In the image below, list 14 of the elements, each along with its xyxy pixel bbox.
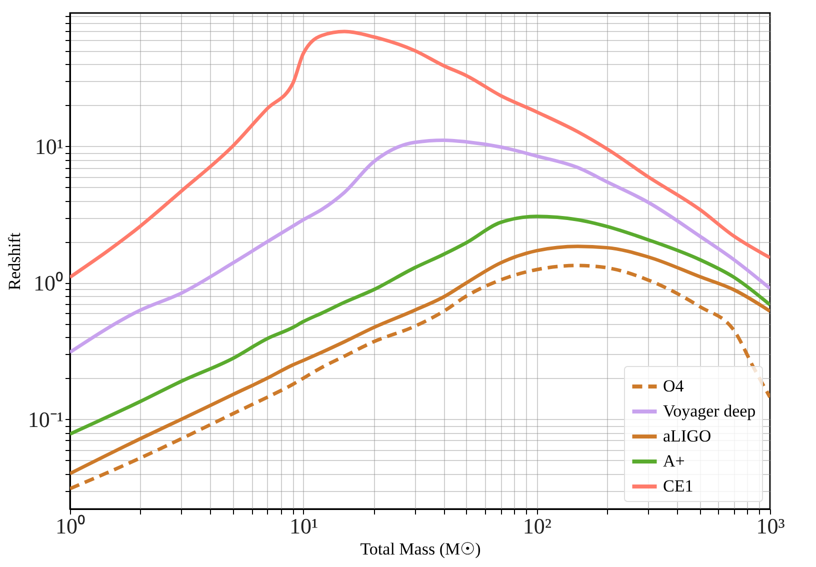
x-axis-title: Total Mass (M☉) bbox=[360, 540, 481, 558]
x-tick-label: 10² bbox=[522, 514, 552, 538]
legend-label: CE1 bbox=[663, 476, 694, 496]
y-tick-label: 10⁰ bbox=[34, 270, 64, 296]
x-tick-label: 10⁰ bbox=[56, 514, 86, 538]
legend-label: O4 bbox=[663, 376, 684, 396]
legend-label: Voyager deep bbox=[663, 402, 756, 420]
legend-label: aLIGO bbox=[663, 426, 712, 446]
y-tick-label: 10¹ bbox=[34, 134, 64, 159]
y-axis-title: Redshift bbox=[4, 232, 24, 290]
legend-label: A+ bbox=[663, 452, 685, 470]
x-tick-label: 10¹ bbox=[290, 514, 318, 538]
x-tick-label: 10³ bbox=[756, 514, 786, 538]
y-tick-label: 10⁻¹ bbox=[28, 406, 64, 432]
